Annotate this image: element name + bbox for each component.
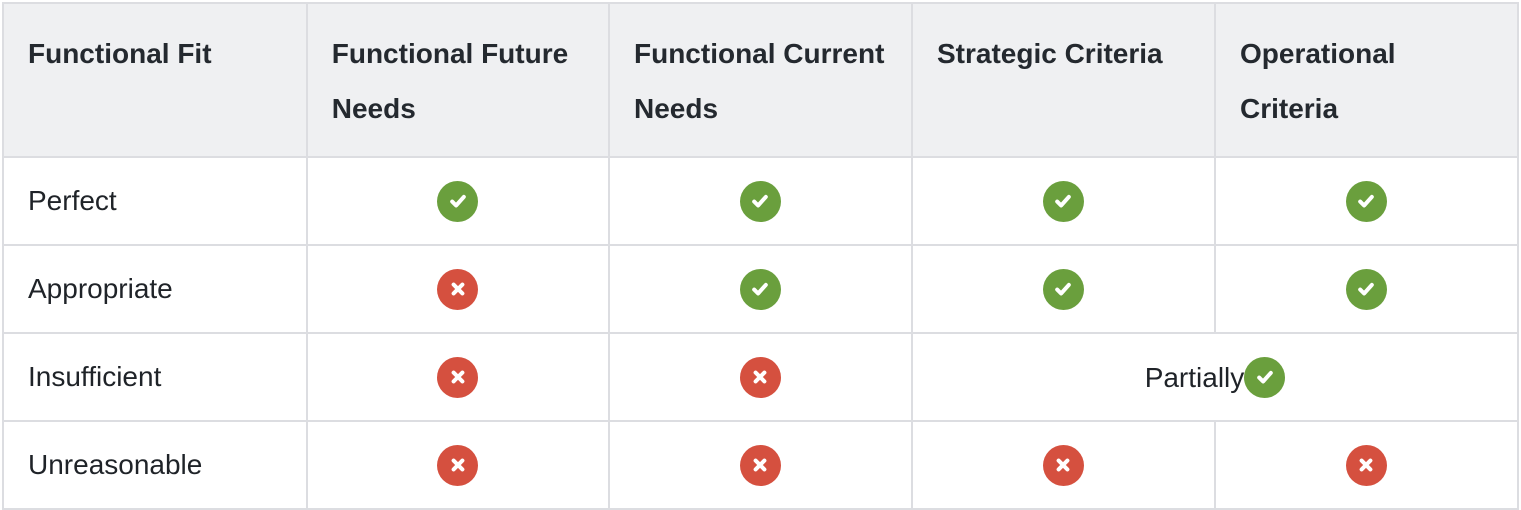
cross-circle-icon: [1345, 444, 1387, 486]
check-circle-icon: [1042, 268, 1084, 310]
table-row-unreasonable: Unreasonable: [2, 420, 1520, 510]
column-header-functional-current-needs: Functional Current Needs: [607, 2, 913, 158]
table-cell: [305, 332, 610, 422]
table-cell: [305, 244, 610, 334]
table-cell: [1213, 420, 1520, 510]
table-body: Perfect Appropriate Insufficient Partially U…: [2, 156, 1520, 510]
table-cell: [607, 244, 913, 334]
table-cell: [910, 420, 1216, 510]
table-row-insufficient: Insufficient Partially: [2, 332, 1520, 422]
cross-circle-icon: [1042, 444, 1084, 486]
table-cell: [607, 420, 913, 510]
check-circle-icon: [1345, 268, 1387, 310]
cell-text: Partially: [1144, 361, 1245, 393]
table-cell: [910, 156, 1216, 246]
check-circle-icon: [1042, 180, 1084, 222]
check-circle-icon: [1345, 180, 1387, 222]
cross-circle-icon: [437, 268, 479, 310]
table-cell: [1213, 156, 1520, 246]
column-header-operational-criteria: Operational Criteria: [1213, 2, 1520, 158]
table-cell: [607, 332, 913, 422]
column-header-functional-future-needs: Functional Future Needs: [305, 2, 610, 158]
row-label-unreasonable: Unreasonable: [2, 420, 308, 510]
table-cell: [305, 156, 610, 246]
row-label-perfect: Perfect: [2, 156, 308, 246]
table-row-perfect: Perfect: [2, 156, 1520, 246]
table-cell: Partially: [910, 332, 1520, 422]
row-label-appropriate: Appropriate: [2, 244, 308, 334]
row-label-insufficient: Insufficient: [2, 332, 308, 422]
check-circle-icon: [1244, 356, 1286, 398]
cross-circle-icon: [739, 444, 781, 486]
table-row-appropriate: Appropriate: [2, 244, 1520, 334]
cross-circle-icon: [437, 356, 479, 398]
table-cell: [305, 420, 610, 510]
column-header-strategic-criteria: Strategic Criteria: [910, 2, 1216, 158]
cross-circle-icon: [739, 356, 781, 398]
table-cell: [607, 156, 913, 246]
table-cell: [910, 244, 1216, 334]
header-row: Functional Fit Functional Future Needs F…: [2, 2, 1520, 158]
check-circle-icon: [437, 180, 479, 222]
cross-circle-icon: [437, 444, 479, 486]
table-cell: [1213, 244, 1520, 334]
check-circle-icon: [739, 268, 781, 310]
column-header-functional-fit: Functional Fit: [2, 2, 308, 158]
check-circle-icon: [739, 180, 781, 222]
